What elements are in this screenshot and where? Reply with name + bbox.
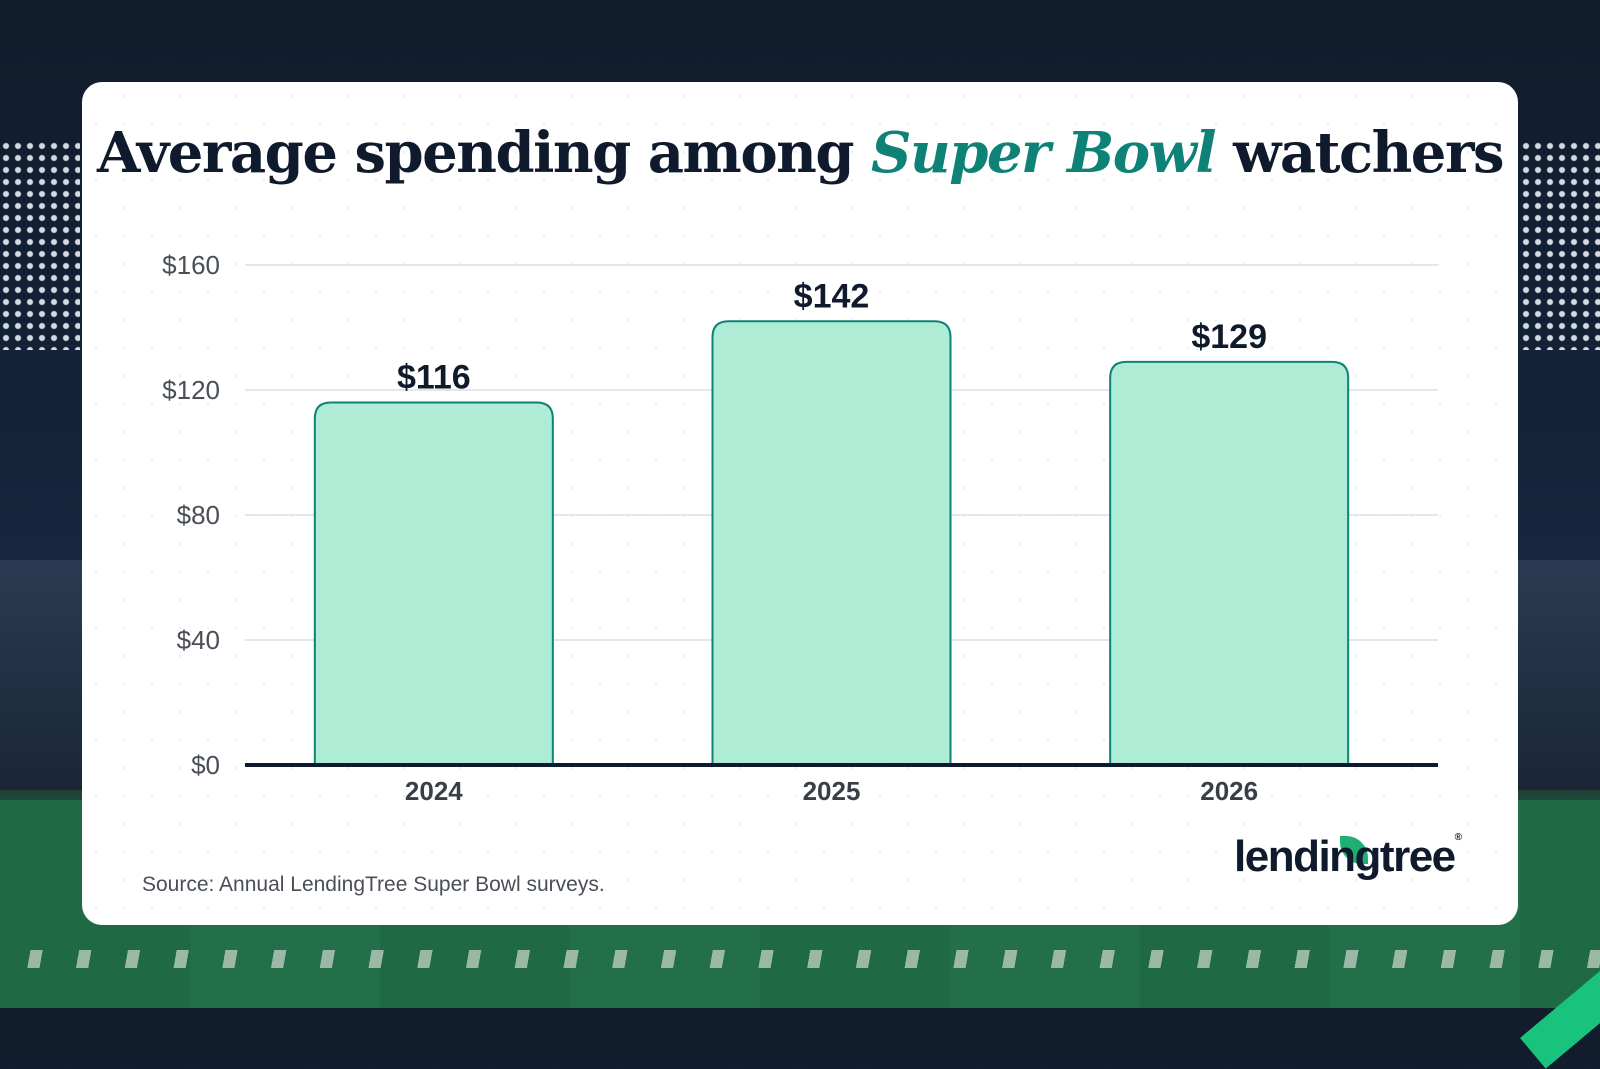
lendingtree-logo: lendingtree® xyxy=(1234,832,1462,881)
bar-2026 xyxy=(1109,360,1350,765)
field-yard-lines xyxy=(0,950,1600,968)
stadium-stand-right xyxy=(1510,560,1600,790)
y-tick-label: $40 xyxy=(177,625,220,655)
x-tick-label: 2025 xyxy=(803,776,861,806)
data-label: $116 xyxy=(397,359,471,397)
data-label: $142 xyxy=(794,277,870,315)
title-highlight: Super Bowl xyxy=(871,120,1217,186)
x-tick-label: 2026 xyxy=(1200,776,1258,806)
title-text-end: watchers xyxy=(1215,120,1504,186)
y-tick-label: $0 xyxy=(191,750,220,780)
chart-title: Average spending among Super Bowl watche… xyxy=(0,120,1600,186)
data-label: $129 xyxy=(1191,318,1267,356)
bar-2025 xyxy=(711,320,952,765)
x-tick-label: 2024 xyxy=(405,776,463,806)
bar-chart: $0 $40 $80 $120 $160 $116 2024 $142 2025 $129 2026 xyxy=(162,250,1438,806)
bar-2024 xyxy=(313,401,554,765)
stadium-lights-left xyxy=(0,140,80,350)
logo-text: lendingtree xyxy=(1234,832,1456,881)
source-note: Source: Annual LendingTree Super Bowl su… xyxy=(142,873,605,896)
y-tick-label: $80 xyxy=(177,500,220,530)
y-tick-label: $120 xyxy=(162,375,220,405)
stadium-lights-right xyxy=(1520,140,1600,350)
title-text: Average spending among xyxy=(97,120,872,186)
stadium-stand-left xyxy=(0,560,90,790)
y-tick-label: $160 xyxy=(162,250,220,280)
